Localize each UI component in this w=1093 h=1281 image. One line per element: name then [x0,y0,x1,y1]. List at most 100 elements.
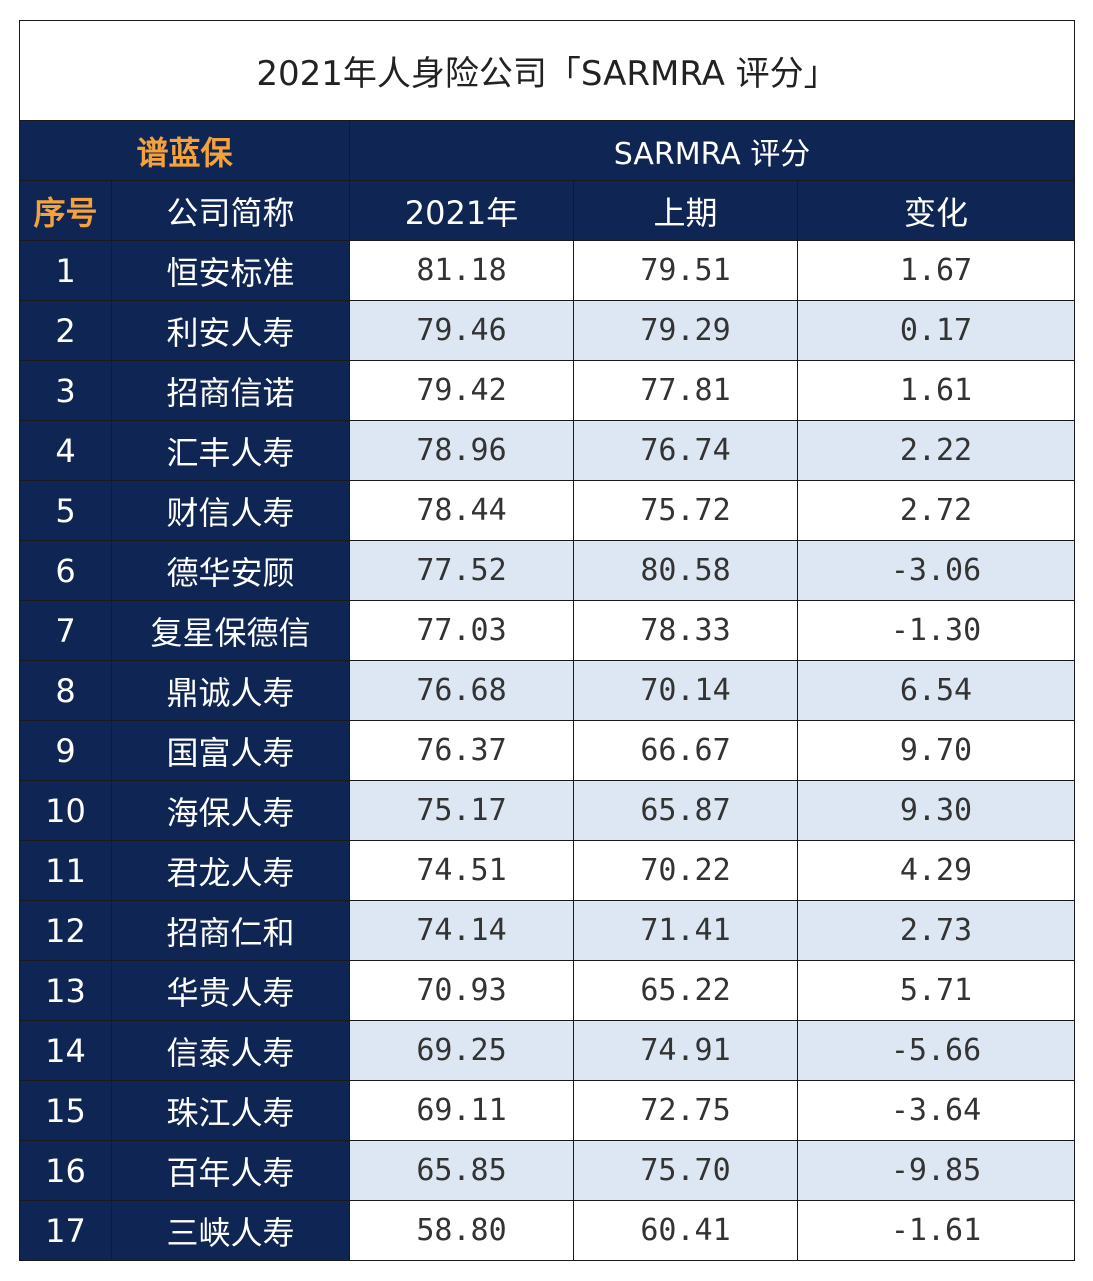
company-name-cell: 珠江人寿 [111,1080,350,1141]
table-row: 2 利安人寿 79.46 79.29 0.17 [19,300,1076,361]
column-header-row: 序号 公司简称 2021年 上期 变化 [19,180,1076,241]
table-row: 5 财信人寿 78.44 75.72 2.72 [19,480,1076,541]
score-previous-cell: 71.41 [573,900,798,961]
score-change-cell: 1.67 [796,240,1076,301]
column-header-change: 变化 [796,180,1076,241]
company-name-cell: 恒安标准 [111,240,350,301]
rank-cell: 13 [19,960,112,1021]
table-row: 14 信泰人寿 69.25 74.91 -5.66 [19,1020,1076,1081]
score-change-cell: -9.85 [796,1140,1076,1201]
score-previous-cell: 74.91 [573,1020,798,1081]
score-2021-cell: 79.42 [349,360,574,421]
score-change-cell: 2.73 [796,900,1076,961]
score-previous-cell: 80.58 [573,540,798,601]
score-2021-cell: 81.18 [349,240,574,301]
score-2021-cell: 69.11 [349,1080,574,1141]
table-row: 12 招商仁和 74.14 71.41 2.73 [19,900,1076,961]
company-name-cell: 复星保德信 [111,600,350,661]
table-row: 11 君龙人寿 74.51 70.22 4.29 [19,840,1076,901]
rank-cell: 7 [19,600,112,661]
company-name-cell: 三峡人寿 [111,1200,350,1261]
score-previous-cell: 75.72 [573,480,798,541]
table-row: 16 百年人寿 65.85 75.70 -9.85 [19,1140,1076,1201]
company-name-cell: 百年人寿 [111,1140,350,1201]
score-change-cell: 9.70 [796,720,1076,781]
group-header-row: 谱蓝保 SARMRA 评分 [19,120,1076,181]
score-previous-cell: 79.51 [573,240,798,301]
score-2021-cell: 65.85 [349,1140,574,1201]
score-change-cell: 6.54 [796,660,1076,721]
score-previous-cell: 66.67 [573,720,798,781]
score-previous-cell: 77.81 [573,360,798,421]
table-row: 17 三峡人寿 58.80 60.41 -1.61 [19,1200,1076,1261]
table-row: 10 海保人寿 75.17 65.87 9.30 [19,780,1076,841]
company-name-cell: 华贵人寿 [111,960,350,1021]
score-change-cell: -1.30 [796,600,1076,661]
rank-cell: 1 [19,240,112,301]
score-previous-cell: 75.70 [573,1140,798,1201]
company-name-cell: 汇丰人寿 [111,420,350,481]
score-change-cell: 9.30 [796,780,1076,841]
rank-cell: 6 [19,540,112,601]
column-header-previous: 上期 [573,180,798,241]
company-name-cell: 海保人寿 [111,780,350,841]
score-2021-cell: 74.51 [349,840,574,901]
rank-cell: 14 [19,1020,112,1081]
score-2021-cell: 76.68 [349,660,574,721]
score-2021-cell: 75.17 [349,780,574,841]
rank-cell: 8 [19,660,112,721]
score-change-cell: 5.71 [796,960,1076,1021]
table-title: 2021年人身险公司「SARMRA 评分」 [18,20,1076,121]
table-row: 13 华贵人寿 70.93 65.22 5.71 [19,960,1076,1021]
table-row: 1 恒安标准 81.18 79.51 1.67 [19,240,1076,301]
column-header-2021: 2021年 [349,180,574,241]
score-previous-cell: 60.41 [573,1200,798,1261]
score-2021-cell: 74.14 [349,900,574,961]
column-header-company: 公司简称 [111,180,350,241]
score-2021-cell: 70.93 [349,960,574,1021]
company-name-cell: 国富人寿 [111,720,350,781]
sarmra-group-header: SARMRA 评分 [348,120,1076,181]
title-row: 2021年人身险公司「SARMRA 评分」 [18,20,1076,121]
table-row: 7 复星保德信 77.03 78.33 -1.30 [19,600,1076,661]
table-row: 9 国富人寿 76.37 66.67 9.70 [19,720,1076,781]
score-previous-cell: 79.29 [573,300,798,361]
sarmra-score-table-frame: 2021年人身险公司「SARMRA 评分」 谱蓝保 SARMRA 评分 序号 公… [18,20,1076,1261]
score-previous-cell: 70.14 [573,660,798,721]
score-2021-cell: 69.25 [349,1020,574,1081]
company-name-cell: 君龙人寿 [111,840,350,901]
score-previous-cell: 76.74 [573,420,798,481]
score-2021-cell: 76.37 [349,720,574,781]
company-name-cell: 德华安顾 [111,540,350,601]
rank-cell: 15 [19,1080,112,1141]
table-row: 6 德华安顾 77.52 80.58 -3.06 [19,540,1076,601]
table-row: 4 汇丰人寿 78.96 76.74 2.22 [19,420,1076,481]
score-2021-cell: 77.52 [349,540,574,601]
score-previous-cell: 70.22 [573,840,798,901]
rank-cell: 12 [19,900,112,961]
rank-cell: 3 [19,360,112,421]
score-change-cell: -1.61 [796,1200,1076,1261]
brand-label: 谱蓝保 [19,120,350,181]
score-change-cell: 0.17 [796,300,1076,361]
table-row: 15 珠江人寿 69.11 72.75 -3.64 [19,1080,1076,1141]
score-change-cell: -3.06 [796,540,1076,601]
score-2021-cell: 78.44 [349,480,574,541]
score-2021-cell: 78.96 [349,420,574,481]
score-previous-cell: 72.75 [573,1080,798,1141]
table-row: 8 鼎诚人寿 76.68 70.14 6.54 [19,660,1076,721]
rank-cell: 10 [19,780,112,841]
score-2021-cell: 77.03 [349,600,574,661]
rank-cell: 9 [19,720,112,781]
rank-cell: 17 [19,1200,112,1261]
score-change-cell: -5.66 [796,1020,1076,1081]
company-name-cell: 利安人寿 [111,300,350,361]
score-2021-cell: 58.80 [349,1200,574,1261]
score-change-cell: 2.72 [796,480,1076,541]
score-previous-cell: 78.33 [573,600,798,661]
score-previous-cell: 65.22 [573,960,798,1021]
score-change-cell: 4.29 [796,840,1076,901]
score-previous-cell: 65.87 [573,780,798,841]
rank-cell: 4 [19,420,112,481]
table-row: 3 招商信诺 79.42 77.81 1.61 [19,360,1076,421]
